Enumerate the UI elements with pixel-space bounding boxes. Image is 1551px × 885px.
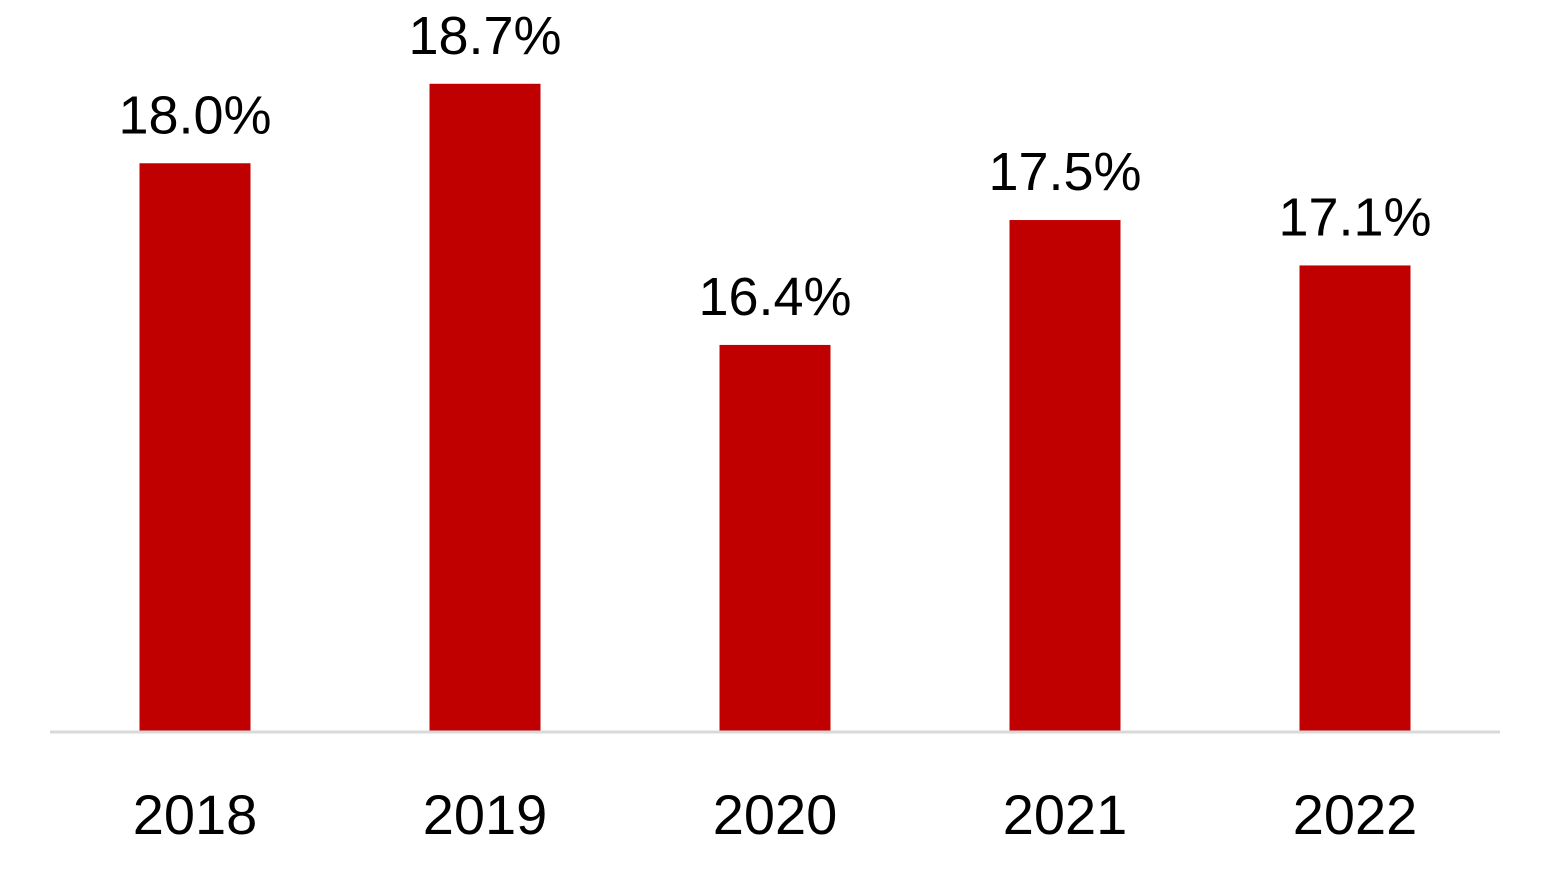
- data-label-2020: 16.4%: [698, 267, 851, 327]
- bars-layer: [139, 83, 1411, 732]
- bar-2021: [1009, 220, 1121, 731]
- data-label-2022: 17.1%: [1278, 187, 1431, 247]
- x-axis-tick-labels: 2018 2019 2020 2021 2022: [133, 783, 1418, 846]
- bar-2019: [429, 83, 541, 732]
- data-label-2021: 17.5%: [988, 142, 1141, 202]
- bar-2018: [139, 163, 251, 732]
- data-labels-layer: 18.0% 18.7% 16.4% 17.5% 17.1%: [118, 6, 1431, 327]
- x-tick-label-2019: 2019: [423, 783, 548, 846]
- bar-2020: [719, 344, 831, 731]
- x-tick-label-2018: 2018: [133, 783, 258, 846]
- x-tick-label-2021: 2021: [1003, 783, 1128, 846]
- data-label-2018: 18.0%: [118, 85, 271, 145]
- x-tick-label-2022: 2022: [1293, 783, 1418, 846]
- x-tick-label-2020: 2020: [713, 783, 838, 846]
- data-label-2019: 18.7%: [408, 6, 561, 66]
- bar-2022: [1299, 265, 1411, 731]
